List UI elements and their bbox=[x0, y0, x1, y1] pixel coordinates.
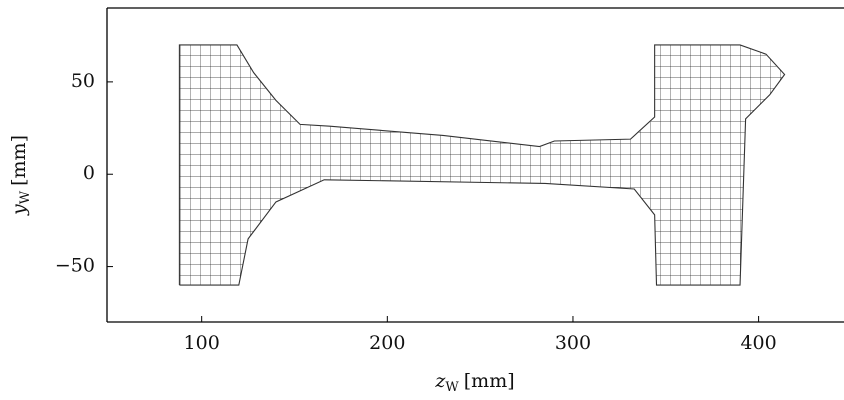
label-unit: [mm] bbox=[8, 135, 30, 186]
x-tick-label: 400 bbox=[740, 332, 776, 354]
mesh-outline bbox=[179, 45, 784, 285]
label-symbol: y bbox=[8, 204, 30, 216]
label-unit: [mm] bbox=[464, 370, 515, 392]
y-axis-label: yW [mm] bbox=[8, 135, 33, 216]
label-subscript: W bbox=[18, 190, 33, 204]
chart: zW[mm] yW[mm] 100200300400−50050 bbox=[0, 0, 844, 400]
label-subscript: W bbox=[445, 380, 459, 395]
y-tick-label: −50 bbox=[55, 255, 95, 277]
x-axis-label: zW[mm] bbox=[434, 370, 514, 395]
x-tick-label: 200 bbox=[369, 332, 405, 354]
x-tick-label: 300 bbox=[555, 332, 591, 354]
y-tick-label: 50 bbox=[71, 70, 95, 92]
x-tick-label: 100 bbox=[184, 332, 220, 354]
y-tick-label: 0 bbox=[83, 162, 95, 184]
